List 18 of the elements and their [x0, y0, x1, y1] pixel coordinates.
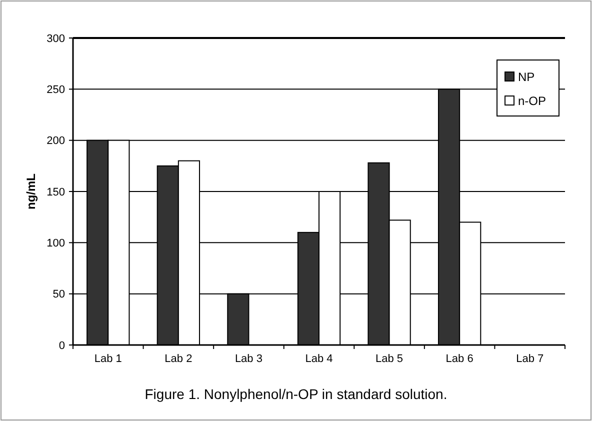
x-tick-label: Lab 4	[305, 353, 333, 365]
y-tick-label: 100	[46, 238, 65, 250]
x-tick-label: Lab 1	[94, 353, 122, 365]
y-tick-label: 150	[46, 186, 65, 198]
y-tick-label: 50	[52, 288, 65, 301]
x-tick-label: Lab 6	[446, 353, 474, 365]
y-tick-label: 0	[58, 340, 65, 352]
y-axis-title: ng/mL	[24, 174, 38, 210]
text: Figure 1. Nonylphenol/n-OP in standard solution.	[144, 386, 448, 402]
x-tick-label: Lab 3	[234, 353, 262, 365]
y-tick-label: 200	[46, 135, 65, 148]
y-tick-label: 300	[46, 32, 65, 45]
x-tick-label: Lab 7	[516, 353, 544, 365]
x-tick-label: Lab 5	[376, 353, 404, 365]
y-tick-label: 250	[46, 84, 65, 96]
legend-label: NP	[518, 70, 535, 84]
legend-label: n-OP	[518, 94, 546, 108]
x-tick-label: Lab 2	[164, 353, 192, 365]
